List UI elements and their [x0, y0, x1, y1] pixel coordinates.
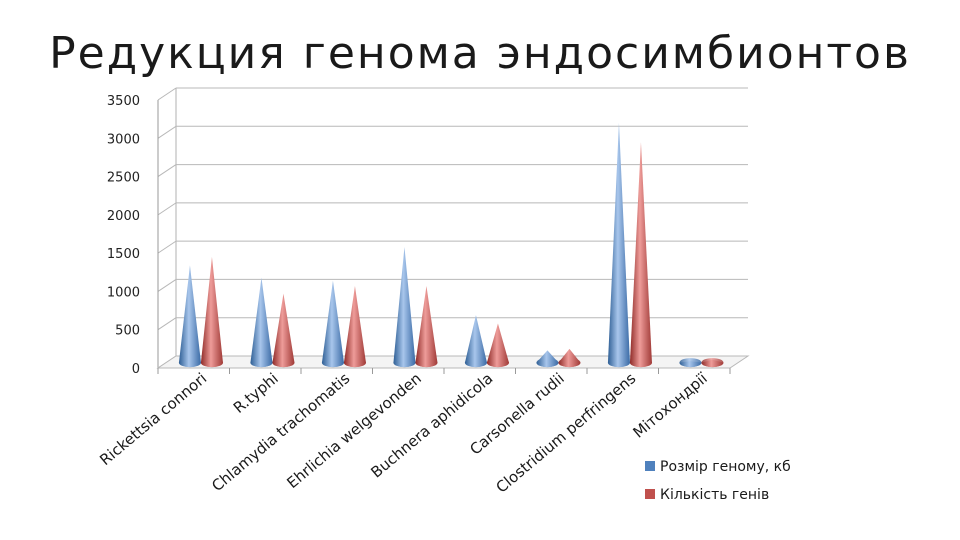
cone-gene-count [415, 286, 438, 368]
slide-title: Редукция генома эндосимбионтов [49, 28, 911, 79]
cone-gene-count [343, 286, 366, 368]
gridline-side [157, 164, 177, 177]
category-label: Rickettsia connori [96, 369, 210, 469]
cone-genome-size [607, 122, 630, 368]
legend-label: Розмір геному, кб [660, 459, 791, 475]
gridline-side [157, 202, 177, 216]
legend-label: Кількість генів [660, 487, 769, 503]
cone-gene-count [200, 256, 223, 368]
cone-genome-size [679, 358, 702, 368]
gridlines [157, 87, 748, 369]
cone-genome-size [464, 315, 487, 368]
cone-gene-count [701, 358, 724, 368]
legend-swatch [645, 489, 655, 499]
category-label: Мітохондрії [629, 369, 711, 442]
cone-genome-size [393, 246, 416, 368]
floor-plane [156, 355, 750, 369]
y-tick-label: 1500 [107, 247, 140, 262]
legend-swatch [645, 461, 655, 471]
cone-genome-size [536, 350, 559, 368]
cone-genome-size [250, 277, 273, 368]
y-axis: 0 500 1000 1500 2000 2500 3000 3500 [107, 94, 159, 377]
category-label: Buchnera aphidicola [367, 369, 496, 481]
legend: Розмір геному, кб Кількість генів [645, 459, 791, 503]
y-tick-label: 0 [132, 362, 140, 377]
gridline-side [157, 240, 177, 254]
chart-floor [156, 355, 750, 374]
category-label: Ehrlichia welgevonden [283, 369, 424, 492]
y-tick-label: 500 [115, 324, 140, 339]
gridline-side [157, 87, 177, 101]
category-label: R.typhi [230, 369, 282, 417]
category-label: Chlamydia trachomatis [208, 369, 353, 495]
category-label: Clostridium perfringens [493, 369, 640, 496]
cone-gene-count [272, 293, 295, 368]
y-tick-label: 1000 [107, 285, 140, 300]
cone-genome-size [178, 265, 201, 368]
gridline-side [157, 317, 177, 331]
y-tick-label: 2000 [107, 209, 140, 224]
gridline-side [157, 279, 177, 292]
cone-gene-count [486, 323, 509, 368]
y-tick-label: 3000 [107, 132, 140, 147]
cones [178, 122, 724, 368]
cone-genome-size [321, 280, 344, 368]
y-tick-label: 3500 [107, 94, 140, 109]
cone-gene-count [629, 142, 652, 368]
cone-gene-count [558, 348, 581, 368]
y-tick-label: 2500 [107, 171, 140, 186]
gridline-side [157, 125, 177, 139]
